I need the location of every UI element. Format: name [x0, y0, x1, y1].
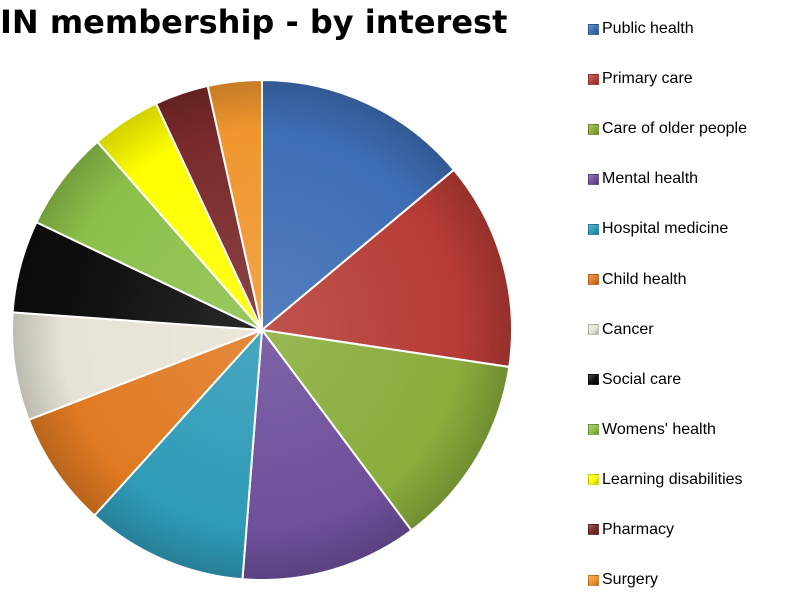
legend-label: Pharmacy — [602, 520, 675, 538]
legend-item-public-health: Public health — [588, 4, 810, 54]
legend-label: Primary care — [602, 70, 693, 88]
legend-swatch — [588, 173, 599, 185]
legend-label: Surgery — [602, 571, 659, 589]
legend-label: Public health — [602, 20, 694, 38]
legend-label: Mental health — [602, 170, 699, 188]
legend-swatch — [588, 123, 599, 135]
legend-item-care-of-older-people: Care of older people — [588, 104, 810, 154]
pie-slice-child-health — [27, 329, 263, 517]
legend-swatch — [588, 324, 599, 336]
legend-item-womens-health: Womens' health — [588, 405, 810, 455]
legend-item-learning-disabilities: Learning disabilities — [588, 455, 810, 505]
pie-slice-hospital-medicine — [93, 329, 263, 581]
pie-slice-public-health — [261, 79, 455, 331]
pie-slice-surgery — [206, 79, 263, 331]
legend-swatch — [588, 524, 599, 536]
legend-swatch — [588, 474, 599, 486]
pie-slice-primary-care — [261, 168, 514, 368]
pie-chart — [11, 79, 514, 581]
legend-item-cancer: Cancer — [588, 305, 810, 355]
chart-legend: Public health Primary care Care of older p… — [588, 4, 810, 605]
legend-item-mental-health: Mental health — [588, 154, 810, 204]
pie-slices — [11, 79, 514, 581]
legend-label: Care of older people — [602, 120, 747, 138]
pie-slice-care-of-older-people — [261, 329, 511, 532]
legend-swatch — [588, 223, 599, 235]
legend-label: Learning disabilities — [602, 470, 743, 488]
legend-swatch — [588, 574, 599, 586]
legend-item-primary-care: Primary care — [588, 54, 810, 104]
chart-title: IN membership - by interest — [0, 3, 508, 41]
legend-label: Child health — [602, 270, 687, 288]
pie-slice-cancer — [11, 311, 263, 421]
legend-label: Social care — [602, 370, 682, 388]
legend-label: Womens' health — [602, 420, 716, 438]
legend-swatch — [588, 274, 599, 286]
legend-swatch — [588, 23, 599, 35]
legend-item-child-health: Child health — [588, 254, 810, 304]
legend-swatch — [588, 424, 599, 436]
legend-swatch — [588, 73, 599, 85]
legend-swatch — [588, 374, 599, 386]
legend-label: Cancer — [602, 320, 654, 338]
legend-item-surgery: Surgery — [588, 555, 810, 605]
legend-item-hospital-medicine: Hospital medicine — [588, 204, 810, 254]
legend-label: Hospital medicine — [602, 220, 729, 238]
legend-item-pharmacy: Pharmacy — [588, 505, 810, 555]
legend-item-social-care: Social care — [588, 355, 810, 405]
